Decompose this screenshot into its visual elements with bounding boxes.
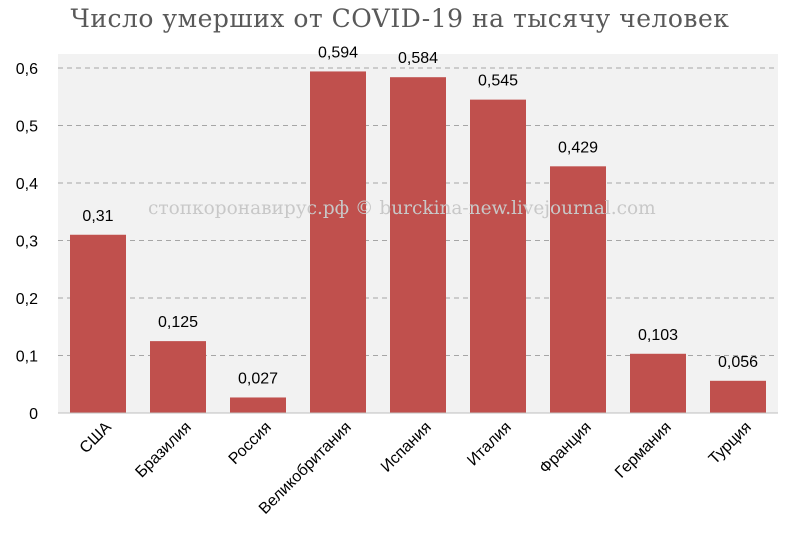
x-tick-label: Франция — [536, 419, 594, 477]
bar — [310, 71, 366, 413]
data-label: 0,31 — [82, 208, 113, 225]
y-tick-label: 0,2 — [16, 291, 38, 308]
chart-title: Число умерших от COVID-19 на тысячу чело… — [70, 4, 730, 33]
data-label: 0,027 — [238, 370, 278, 387]
watermark-text: стопкоронавирус.рф © burckina-new.livejo… — [148, 198, 656, 219]
data-label: 0,056 — [718, 354, 758, 371]
y-tick-label: 0,1 — [16, 349, 38, 366]
y-tick-label: 0,4 — [16, 176, 38, 193]
bar — [70, 234, 126, 413]
bar — [470, 99, 526, 413]
data-label: 0,103 — [638, 327, 678, 344]
y-tick-label: 0,3 — [16, 234, 38, 251]
x-tick-label: Россия — [226, 419, 275, 468]
bar — [390, 77, 446, 413]
x-tick-label: Германия — [612, 419, 675, 482]
y-tick-label: 0,5 — [16, 119, 38, 136]
x-tick-label: Испания — [378, 419, 435, 476]
bar — [150, 341, 206, 413]
data-label: 0,594 — [318, 44, 358, 61]
x-tick-label: Бразилия — [132, 419, 194, 481]
bar — [230, 397, 286, 413]
data-label: 0,584 — [398, 50, 438, 67]
x-tick-label: США — [77, 419, 115, 457]
data-label: 0,545 — [478, 73, 518, 90]
data-label: 0,429 — [558, 139, 598, 156]
bar — [630, 353, 686, 413]
data-label: 0,125 — [158, 314, 198, 331]
x-tick-label: Италия — [464, 419, 515, 470]
bar — [550, 166, 606, 413]
y-tick-label: 0,6 — [16, 61, 38, 78]
x-tick-label: Турция — [706, 419, 755, 468]
y-tick-label: 0 — [29, 406, 38, 423]
bar — [710, 380, 766, 413]
